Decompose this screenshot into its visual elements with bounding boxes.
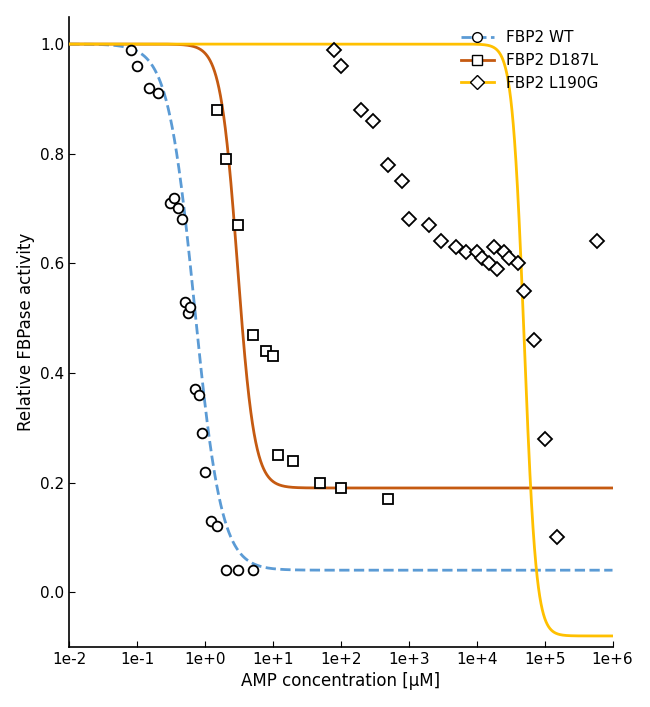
Y-axis label: Relative FBPase activity: Relative FBPase activity	[17, 233, 34, 431]
Legend: FBP2 WT, FBP2 D187L, FBP2 L190G: FBP2 WT, FBP2 D187L, FBP2 L190G	[454, 24, 605, 97]
X-axis label: AMP concentration [μM]: AMP concentration [μM]	[241, 672, 441, 690]
